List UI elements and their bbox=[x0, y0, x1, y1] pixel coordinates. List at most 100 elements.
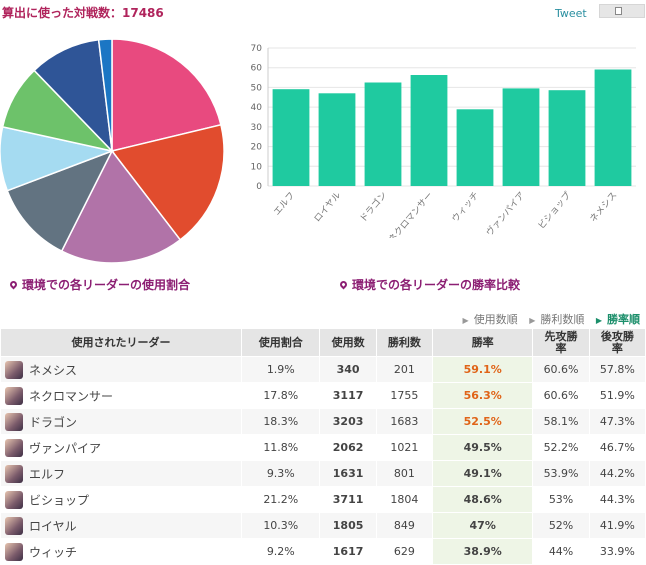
leader-cell: エルフ bbox=[0, 460, 243, 487]
col-winrate[interactable]: 勝率 bbox=[431, 328, 534, 357]
share-cell: 9.2% bbox=[241, 538, 321, 565]
map-pin-icon bbox=[338, 279, 349, 290]
sort-options: ▶ 使用数順 ▶ 勝利数順 ▶ 勝率順 bbox=[455, 311, 640, 327]
x-tick-label: ヴァンパイア bbox=[483, 189, 527, 238]
sort-by-uses[interactable]: ▶ 使用数順 bbox=[462, 313, 518, 326]
wins-cell: 201 bbox=[375, 356, 433, 383]
uses-cell: 3711 bbox=[319, 486, 377, 513]
bar[interactable] bbox=[410, 75, 448, 186]
share-cell: 11.8% bbox=[241, 434, 321, 461]
second-winrate-cell: 47.3% bbox=[588, 408, 646, 435]
leader-avatar bbox=[5, 542, 23, 561]
pie-slice[interactable] bbox=[110, 123, 225, 241]
winrate-cell: 48.6% bbox=[431, 486, 534, 513]
y-tick-label: 10 bbox=[251, 162, 263, 172]
sort-by-winrate[interactable]: ▶ 勝率順 bbox=[595, 313, 640, 326]
share-cell: 18.3% bbox=[241, 408, 321, 435]
y-tick-label: 50 bbox=[251, 83, 263, 93]
pie-caption-text: 環境での各リーダーの使用割合 bbox=[22, 278, 191, 292]
second-winrate-cell: 57.8% bbox=[588, 356, 646, 383]
uses-cell: 1631 bbox=[319, 460, 377, 487]
leader-cell: ロイヤル bbox=[0, 512, 243, 539]
first-winrate-cell: 53.9% bbox=[532, 460, 590, 487]
bar[interactable] bbox=[548, 90, 586, 186]
bar[interactable] bbox=[364, 82, 402, 187]
col-wins[interactable]: 勝利数 bbox=[375, 328, 433, 357]
winrate-cell: 47% bbox=[431, 512, 534, 539]
table-row[interactable]: ネメシス 1.9% 340 201 59.1% 60.6% 57.8% bbox=[0, 356, 646, 383]
x-tick-label: ネクロマンサー bbox=[386, 190, 435, 238]
pie-slice[interactable] bbox=[111, 38, 222, 152]
share-cell: 9.3% bbox=[241, 460, 321, 487]
uses-cell: 1805 bbox=[319, 512, 377, 539]
bar-caption: 環境での各リーダーの勝率比較 bbox=[338, 276, 521, 293]
second-winrate-cell: 44.2% bbox=[588, 460, 646, 487]
pie-slice[interactable] bbox=[33, 38, 114, 154]
bar[interactable] bbox=[502, 88, 540, 186]
leader-cell: ネメシス bbox=[0, 356, 243, 383]
sort-by-wins[interactable]: ▶ 勝利数順 bbox=[529, 313, 585, 326]
y-tick-label: 0 bbox=[256, 182, 262, 192]
pie-slice[interactable] bbox=[6, 149, 114, 253]
triangle-right-icon: ▶ bbox=[595, 316, 602, 325]
leader-avatar bbox=[5, 412, 23, 431]
col-uses[interactable]: 使用数 bbox=[319, 328, 377, 357]
second-winrate-cell: 33.9% bbox=[588, 538, 646, 565]
table-row[interactable]: ドラゴン 18.3% 3203 1683 52.5% 58.1% 47.3% bbox=[0, 408, 646, 435]
first-winrate-cell: 52% bbox=[532, 512, 590, 539]
second-winrate-cell: 51.9% bbox=[588, 382, 646, 409]
leader-avatar bbox=[5, 464, 23, 483]
leader-avatar bbox=[5, 516, 23, 535]
table-row[interactable]: ロイヤル 10.3% 1805 849 47% 52% 41.9% bbox=[0, 512, 646, 539]
bar[interactable] bbox=[594, 69, 632, 187]
col-leader[interactable]: 使用されたリーダー bbox=[0, 328, 243, 357]
first-winrate-cell: 58.1% bbox=[532, 408, 590, 435]
y-tick-label: 30 bbox=[251, 123, 263, 133]
x-tick-label: ウィッチ bbox=[450, 190, 482, 225]
uses-cell: 3117 bbox=[319, 382, 377, 409]
table-row[interactable]: エルフ 9.3% 1631 801 49.1% 53.9% 44.2% bbox=[0, 460, 646, 487]
table-row[interactable]: ヴァンパイア 11.8% 2062 1021 49.5% 52.2% 46.7% bbox=[0, 434, 646, 461]
col-first-winrate[interactable]: 先攻勝率 bbox=[532, 328, 590, 357]
wins-cell: 1755 bbox=[375, 382, 433, 409]
tweet-button[interactable]: Tweet bbox=[555, 7, 587, 20]
wins-cell: 801 bbox=[375, 460, 433, 487]
winrate-cell: 38.9% bbox=[431, 538, 534, 565]
table-row[interactable]: ウィッチ 9.2% 1617 629 38.9% 44% 33.9% bbox=[0, 538, 646, 565]
uses-cell: 2062 bbox=[319, 434, 377, 461]
share-cell: 21.2% bbox=[241, 486, 321, 513]
bar[interactable] bbox=[318, 93, 356, 186]
table-header-row: 使用されたリーダー 使用割合 使用数 勝利数 勝率 先攻勝率 後攻勝率 bbox=[0, 328, 646, 357]
first-winrate-cell: 44% bbox=[532, 538, 590, 565]
bar[interactable] bbox=[456, 109, 494, 186]
col-share[interactable]: 使用割合 bbox=[241, 328, 321, 357]
col-second-winrate[interactable]: 後攻勝率 bbox=[588, 328, 646, 357]
leader-stats-table: 使用されたリーダー 使用割合 使用数 勝利数 勝率 先攻勝率 後攻勝率 ネメシス… bbox=[0, 328, 646, 565]
bar-caption-text: 環境での各リーダーの勝率比較 bbox=[352, 278, 521, 292]
wins-cell: 849 bbox=[375, 512, 433, 539]
leader-cell: ビショップ bbox=[0, 486, 243, 513]
winrate-cell: 49.5% bbox=[431, 434, 534, 461]
table-row[interactable]: ビショップ 21.2% 3711 1804 48.6% 53% 44.3% bbox=[0, 486, 646, 513]
wins-cell: 1804 bbox=[375, 486, 433, 513]
share-cell: 17.8% bbox=[241, 382, 321, 409]
bar[interactable] bbox=[272, 89, 310, 186]
x-tick-label: ネメシス bbox=[588, 190, 620, 225]
first-winrate-cell: 52.2% bbox=[532, 434, 590, 461]
first-winrate-cell: 53% bbox=[532, 486, 590, 513]
table-row[interactable]: ネクロマンサー 17.8% 3117 1755 56.3% 60.6% 51.9… bbox=[0, 382, 646, 409]
pie-slice[interactable] bbox=[60, 149, 182, 263]
share-button[interactable] bbox=[599, 4, 645, 18]
leader-cell: ウィッチ bbox=[0, 538, 243, 565]
pie-slice[interactable] bbox=[97, 38, 113, 152]
triangle-right-icon: ▶ bbox=[462, 316, 469, 325]
map-pin-icon bbox=[8, 279, 19, 290]
y-tick-label: 20 bbox=[251, 143, 263, 153]
leader-cell: ネクロマンサー bbox=[0, 382, 243, 409]
second-winrate-cell: 41.9% bbox=[588, 512, 646, 539]
page-title: 算出に使った対戦数：17486 bbox=[2, 6, 164, 20]
winrate-cell: 59.1% bbox=[431, 356, 534, 383]
leader-cell: ヴァンパイア bbox=[0, 434, 243, 461]
wins-cell: 1021 bbox=[375, 434, 433, 461]
